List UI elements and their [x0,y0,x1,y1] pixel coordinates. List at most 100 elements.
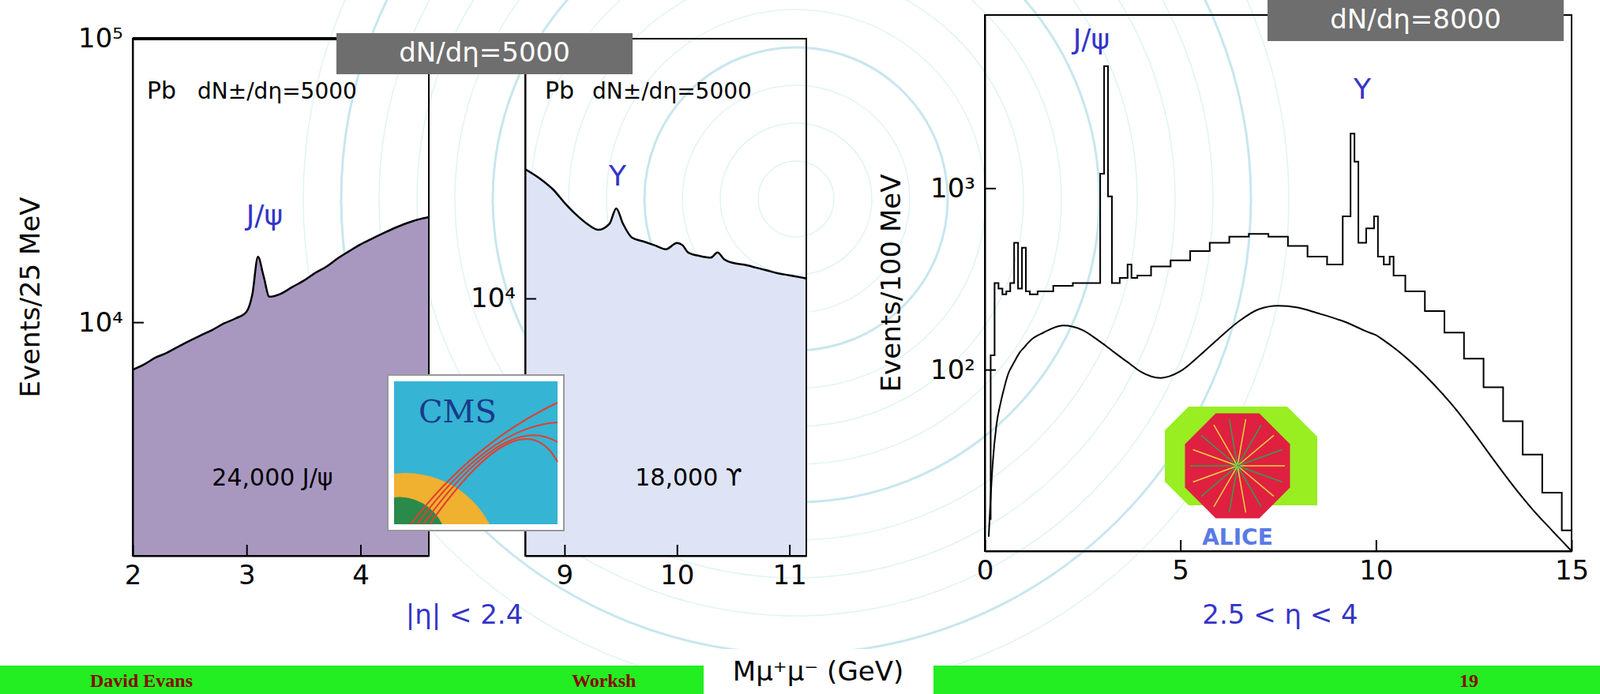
logo-field [394,381,558,525]
tick: 11 [773,544,808,591]
tick-mark [132,322,144,324]
tick-label: 3 [238,559,256,591]
tick: 3 [238,544,256,591]
footer-page: 19 [1459,670,1479,692]
tick-mark [563,544,566,556]
tick-label: 11 [773,559,808,591]
annotation: Υ [608,159,628,192]
logo-track [1237,465,1274,497]
logo-track [1201,435,1238,466]
plot-area [132,217,429,556]
plot-frame [984,15,1572,552]
axis-line [985,551,1573,553]
header-box [1267,0,1564,42]
x-axis: 91011 [525,544,808,591]
logo-frame [387,375,564,531]
y-axis: 10² 10³ [930,15,996,553]
logo-track [1201,465,1238,497]
tick: 10⁵ [78,22,144,54]
logo-track [1237,435,1274,466]
tick: 10 [660,544,695,591]
area-edge [525,169,807,278]
tick-label: 15 [1554,554,1589,586]
chart-panel: 0 5 10 15 10² 10³ Events/100 MeV J/ψ Υ [875,15,1590,586]
tick-mark [1179,540,1182,552]
logo-text: CMS [418,393,497,430]
logo-track [1237,465,1285,467]
footer-author: David Evans [90,670,193,692]
logo-track [1193,449,1238,466]
tick: 10 [1359,540,1394,586]
logo-track [1193,465,1238,483]
group: dN/dη=8000 2.5 < η < 4 ALICE [1164,0,1564,631]
background-fill [0,0,1600,694]
logo-track [1237,465,1282,483]
y-axis-title: Events/100 MeV [875,174,907,393]
background-ring [758,161,834,237]
annotation: Pb [146,76,177,105]
plot-area [988,66,1572,552]
annotation: 24,000 J/ψ [211,463,333,492]
footer-event: Worksh [571,670,636,692]
plot-frame [132,38,429,556]
logo-arc [394,473,490,525]
annotation: J/ψ [1071,22,1111,56]
logo: ALICE [1164,406,1318,551]
tick-label: 10⁵ [78,22,124,54]
tick-mark [132,38,144,41]
tick-label: 10 [1359,554,1394,586]
tick: 5 [1171,540,1190,586]
slide: 2 3 4 10⁴ 10⁵ Events/25 MeV Pb dN±/dη=5000 J/ψ 24… [0,0,1600,694]
logo-track [1237,465,1246,513]
line [988,66,1572,531]
x-axis: 0 5 10 15 [976,540,1589,586]
axis-line [525,555,808,558]
y-axis-title: Events/25 MeV [14,196,46,398]
logo-track [1229,419,1238,466]
header-text: dN/dη=8000 [1329,3,1502,35]
line [988,305,1572,552]
background [0,0,1600,694]
tick-mark [1375,540,1378,552]
tick-label: 0 [976,554,995,586]
range-label: |η| < 2.4 [405,598,524,631]
annotation: Υ [1352,72,1372,106]
annotation: dN±/dη=5000 [592,78,752,105]
background-ring [303,0,1289,692]
area-fill [525,169,807,556]
annotation: J/ψ [244,199,284,232]
logo-track [1237,449,1282,466]
tick-label: 2 [124,559,143,591]
axis-line [132,39,135,557]
chart-panel: 23410⁴10⁵Events/25 MeVPbdN±/dη=5000J/ψ24… [14,22,430,591]
tick: 4 [352,544,370,591]
tick-label: 10 [660,559,695,591]
plot-area [525,169,807,556]
x-axis-title: Mμ⁺μ⁻ (GeV) [732,655,904,688]
tick-label: 10⁴ [470,281,516,314]
tick-mark [984,187,996,190]
tick-mark [788,544,791,556]
annotation: dN±/dη=5000 [197,78,357,105]
logo-track [429,439,558,525]
tick-mark [676,544,679,556]
logo-track [1237,424,1262,466]
tick-label: 10³ [930,172,976,204]
range-label: 2.5 < η < 4 [1201,598,1358,631]
x-axis: 2 3 4 [124,544,430,591]
header-box [336,33,633,75]
tick: 15 [1554,540,1589,586]
background-ring [341,0,1251,654]
axis-line [133,555,430,558]
annotation: 18,000 ϒ [634,463,742,492]
background-ring [720,123,872,275]
tick-mark [1571,540,1574,552]
logo-text: ALICE [1201,524,1274,551]
footer: David Evans Worksh 19 Mμ⁺μ⁻ (GeV) [0,649,1600,694]
tick-mark [360,544,362,556]
area-fill [132,217,429,556]
tick-mark [246,544,248,556]
tick: 10⁴ [470,281,537,314]
background-ring [379,0,1214,616]
tick-label: 10² [930,353,976,386]
